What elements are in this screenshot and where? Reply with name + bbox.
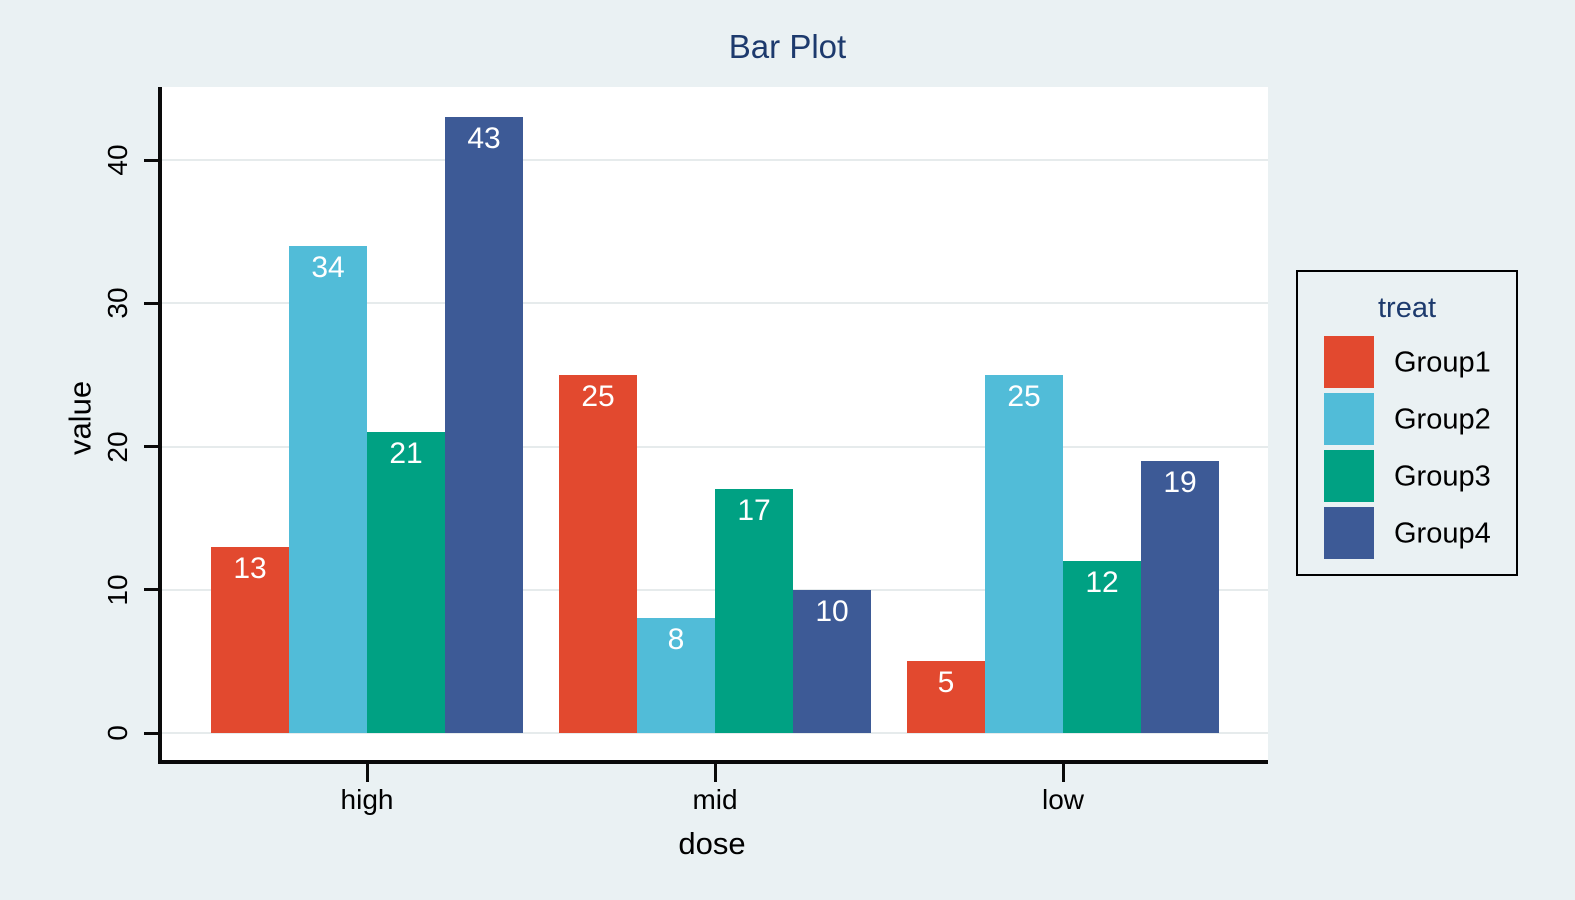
legend-label-group3: Group3 [1394,460,1491,492]
legend-swatch-group1 [1324,336,1374,388]
gridline-30 [162,302,1268,305]
legend-item-group2: Group2 [1298,391,1516,448]
y-tick-label-20: 20 [102,430,133,463]
bar-value-label: 10 [815,594,849,628]
y-tick-label-40: 40 [102,144,133,176]
bar-value-label: 43 [467,122,501,156]
bar-group1-high: 13 [211,546,289,733]
legend-swatch-group4 [1324,507,1374,559]
bar-value-label: 5 [937,666,955,700]
y-tick-label-10: 10 [102,574,133,606]
x-tick-low [1061,764,1065,782]
x-axis-line [158,760,1268,764]
legend-swatch-group2 [1324,393,1374,445]
bar-value-label: 21 [389,437,423,471]
bar-value-label: 8 [667,623,685,657]
y-tick-40 [144,158,162,162]
bar-group3-mid: 17 [715,489,793,733]
bar-value-label: 17 [737,494,771,528]
bar-value-label: 34 [311,250,345,284]
plot-area: 13 34 21 43 25 8 17 10 5 25 12 19 [162,87,1268,763]
chart-title: Bar Plot [728,28,847,65]
legend-swatch-group3 [1324,450,1374,502]
bar-value-label: 25 [581,379,615,413]
gridline-0 [162,732,1268,734]
y-tick-label-30: 30 [102,287,133,319]
gridline-20 [162,445,1268,448]
legend-title: treat [1377,292,1437,324]
legend-item-group1: Group1 [1298,334,1516,391]
legend-label-group2: Group2 [1394,403,1491,435]
bar-group1-low: 5 [907,661,985,733]
gridline-40 [162,159,1268,161]
bar-value-label: 25 [1007,379,1041,413]
y-tick-0 [144,731,162,735]
bar-value-label: 12 [1085,566,1119,600]
x-tick-label-low: low [1041,784,1085,815]
legend-item-group4: Group4 [1298,505,1516,562]
bar-group2-low: 25 [985,374,1063,733]
bar-group3-low: 12 [1063,561,1141,733]
x-tick-label-mid: mid [692,784,738,815]
bar-group2-high: 34 [289,245,367,733]
x-axis-title: dose [678,826,746,861]
bar-value-label: 13 [233,551,267,585]
y-tick-20 [144,445,162,448]
legend-label-group4: Group4 [1394,517,1491,549]
bar-value-label: 19 [1163,465,1197,499]
bar-group4-high: 43 [445,117,523,733]
y-tick-label-0: 0 [102,725,133,741]
x-tick-label-high: high [340,784,394,815]
x-tick-high [365,764,369,782]
legend-box: treat Group1 Group2 Group3 Group4 [1296,270,1518,576]
bar-group2-mid: 8 [637,618,715,733]
legend-label-group1: Group1 [1394,346,1491,378]
bar-group1-mid: 25 [559,374,637,733]
legend-item-group3: Group3 [1298,448,1516,505]
x-tick-mid [713,764,717,782]
y-tick-30 [144,301,162,305]
bar-group3-high: 21 [367,432,445,733]
bar-group4-low: 19 [1141,460,1219,733]
bar-group4-mid: 10 [793,589,871,733]
y-axis-line [158,87,162,764]
y-axis-title: value [62,380,98,456]
y-tick-10 [144,588,162,592]
